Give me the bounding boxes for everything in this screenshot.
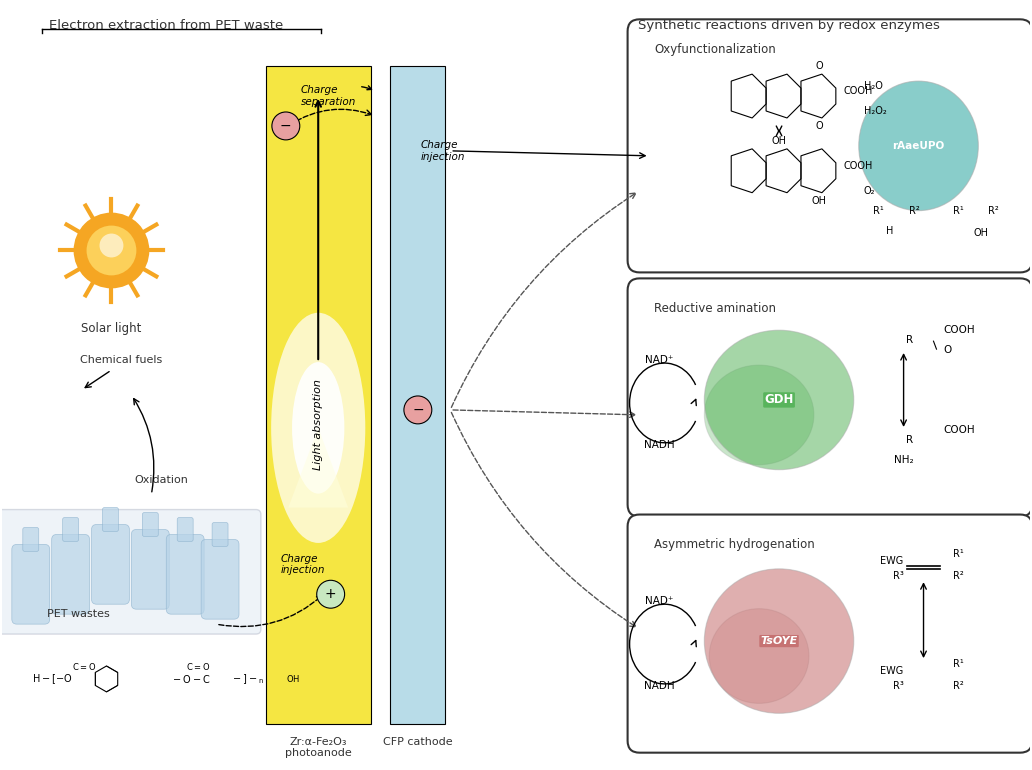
- Text: Zr:α-Fe₂O₃
photoanode: Zr:α-Fe₂O₃ photoanode: [285, 737, 352, 758]
- Text: Asymmetric hydrogenation: Asymmetric hydrogenation: [654, 538, 815, 551]
- Text: Oxyfunctionalization: Oxyfunctionalization: [654, 43, 776, 56]
- Text: OH: OH: [772, 136, 786, 146]
- FancyBboxPatch shape: [627, 19, 1032, 273]
- Text: GDH: GDH: [765, 393, 794, 407]
- Text: $\rm C=O$: $\rm C=O$: [186, 661, 211, 672]
- Text: rAaeUPO: rAaeUPO: [893, 141, 944, 151]
- Text: Electron extraction from PET waste: Electron extraction from PET waste: [50, 19, 284, 32]
- Text: Charge
injection: Charge injection: [281, 554, 325, 575]
- FancyBboxPatch shape: [178, 517, 193, 541]
- FancyBboxPatch shape: [92, 524, 129, 604]
- Text: H: H: [886, 226, 894, 236]
- Text: EWG: EWG: [880, 666, 904, 676]
- FancyBboxPatch shape: [142, 513, 158, 537]
- Text: NAD⁺: NAD⁺: [645, 355, 674, 365]
- Text: COOH: COOH: [943, 425, 975, 435]
- Text: Reductive amination: Reductive amination: [654, 303, 776, 315]
- Circle shape: [271, 112, 299, 140]
- Text: COOH: COOH: [943, 325, 975, 335]
- Text: R¹: R¹: [954, 549, 964, 559]
- Text: −: −: [412, 403, 424, 417]
- Text: Charge
separation: Charge separation: [300, 85, 372, 107]
- FancyBboxPatch shape: [102, 507, 119, 531]
- Circle shape: [404, 396, 431, 424]
- Text: Synthetic reactions driven by redox enzymes: Synthetic reactions driven by redox enzy…: [638, 19, 940, 32]
- Text: $\rm OH$: $\rm OH$: [286, 674, 300, 685]
- Text: R¹: R¹: [873, 206, 883, 216]
- Text: O: O: [943, 345, 952, 355]
- Text: R³: R³: [893, 681, 904, 691]
- Text: H₂O: H₂O: [864, 81, 882, 91]
- Text: O: O: [815, 61, 823, 71]
- FancyBboxPatch shape: [627, 514, 1032, 752]
- Text: Oxidation: Oxidation: [134, 474, 188, 484]
- Text: NADH: NADH: [644, 681, 675, 691]
- Ellipse shape: [704, 365, 814, 465]
- FancyBboxPatch shape: [390, 66, 445, 724]
- Circle shape: [73, 213, 150, 288]
- Text: R: R: [906, 335, 913, 345]
- FancyBboxPatch shape: [63, 517, 78, 541]
- Text: PET wastes: PET wastes: [46, 609, 109, 619]
- Text: Charge
injection: Charge injection: [420, 140, 464, 162]
- Text: R²: R²: [954, 571, 964, 581]
- Text: TsOYE: TsOYE: [761, 636, 798, 646]
- FancyBboxPatch shape: [266, 66, 370, 724]
- Ellipse shape: [271, 313, 365, 543]
- Text: NADH: NADH: [644, 440, 675, 450]
- Text: O₂: O₂: [864, 186, 875, 196]
- FancyBboxPatch shape: [23, 527, 39, 551]
- Text: COOH: COOH: [844, 86, 873, 96]
- Text: −: −: [280, 119, 292, 133]
- Text: Light absorption: Light absorption: [314, 380, 323, 470]
- FancyBboxPatch shape: [131, 530, 169, 609]
- Text: $\rm C=O$: $\rm C=O$: [71, 661, 96, 672]
- Circle shape: [99, 233, 124, 257]
- Circle shape: [87, 226, 136, 276]
- Text: R²: R²: [989, 206, 999, 216]
- Text: H₂O₂: H₂O₂: [864, 106, 886, 116]
- Text: +: +: [325, 588, 336, 601]
- Text: R²: R²: [954, 681, 964, 691]
- Text: EWG: EWG: [880, 557, 904, 567]
- Text: O: O: [815, 121, 823, 131]
- FancyBboxPatch shape: [213, 523, 228, 547]
- Ellipse shape: [709, 609, 809, 703]
- Text: Chemical fuels: Chemical fuels: [80, 355, 163, 365]
- Text: R: R: [906, 435, 913, 445]
- FancyBboxPatch shape: [166, 534, 204, 614]
- Text: R¹: R¹: [953, 206, 964, 216]
- Polygon shape: [288, 428, 348, 507]
- Ellipse shape: [704, 330, 853, 470]
- Text: R¹: R¹: [954, 659, 964, 669]
- Text: COOH: COOH: [844, 161, 873, 171]
- Text: $\rm -O-C$: $\rm -O-C$: [171, 673, 212, 685]
- Text: OH: OH: [811, 196, 827, 206]
- FancyBboxPatch shape: [52, 534, 90, 614]
- Text: $\rm H-[-O$: $\rm H-[-O$: [32, 672, 72, 686]
- Ellipse shape: [292, 362, 345, 494]
- Ellipse shape: [704, 569, 853, 713]
- FancyBboxPatch shape: [0, 510, 261, 634]
- FancyBboxPatch shape: [627, 279, 1032, 517]
- Text: R²: R²: [908, 206, 920, 216]
- Text: R³: R³: [893, 571, 904, 581]
- Text: $\rm -]-_{n}$: $\rm -]-_{n}$: [231, 672, 264, 686]
- Text: CFP cathode: CFP cathode: [383, 737, 453, 747]
- Circle shape: [317, 581, 345, 608]
- Ellipse shape: [859, 81, 978, 211]
- FancyBboxPatch shape: [201, 540, 239, 619]
- FancyBboxPatch shape: [11, 544, 50, 624]
- Text: OH: OH: [973, 228, 989, 238]
- Text: NAD⁺: NAD⁺: [645, 596, 674, 606]
- Text: Solar light: Solar light: [82, 322, 141, 335]
- Text: NH₂: NH₂: [894, 455, 913, 465]
